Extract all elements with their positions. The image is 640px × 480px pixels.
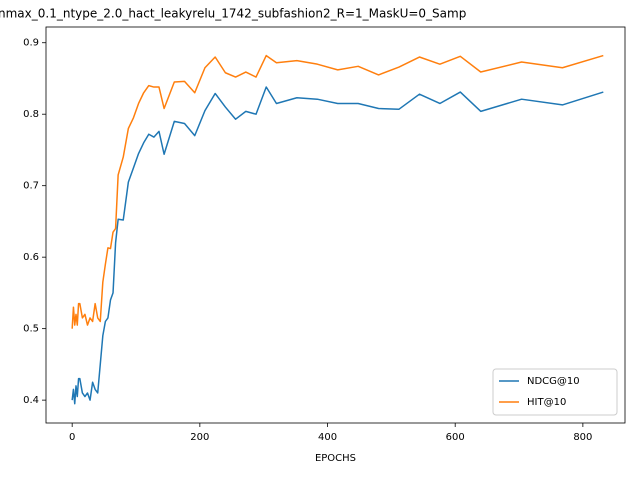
y-tick-label: 0.5 [23, 324, 39, 335]
y-tick-label: 0.9 [23, 38, 39, 49]
series-line [71, 54, 604, 329]
y-tick-label: 0.4 [23, 395, 39, 406]
chart-title: nmax_0.1_ntype_2.0_hact_leakyrelu_1742_s… [0, 7, 466, 21]
legend-label: HIT@10 [527, 397, 566, 408]
y-tick-label: 0.6 [23, 252, 39, 263]
y-tick-label: 0.7 [23, 181, 39, 192]
series-line [71, 86, 604, 405]
x-tick-label: 400 [318, 432, 337, 443]
legend-box [492, 368, 618, 416]
x-axis-label: EPOCHS [315, 453, 356, 464]
x-tick-label: 0 [69, 432, 75, 443]
x-tick-label: 800 [573, 432, 592, 443]
y-tick-label: 0.8 [23, 109, 39, 120]
x-tick-label: 600 [446, 432, 465, 443]
axes-frame [45, 26, 626, 424]
x-tick-label: 200 [190, 432, 209, 443]
legend-label: NDCG@10 [527, 376, 580, 387]
